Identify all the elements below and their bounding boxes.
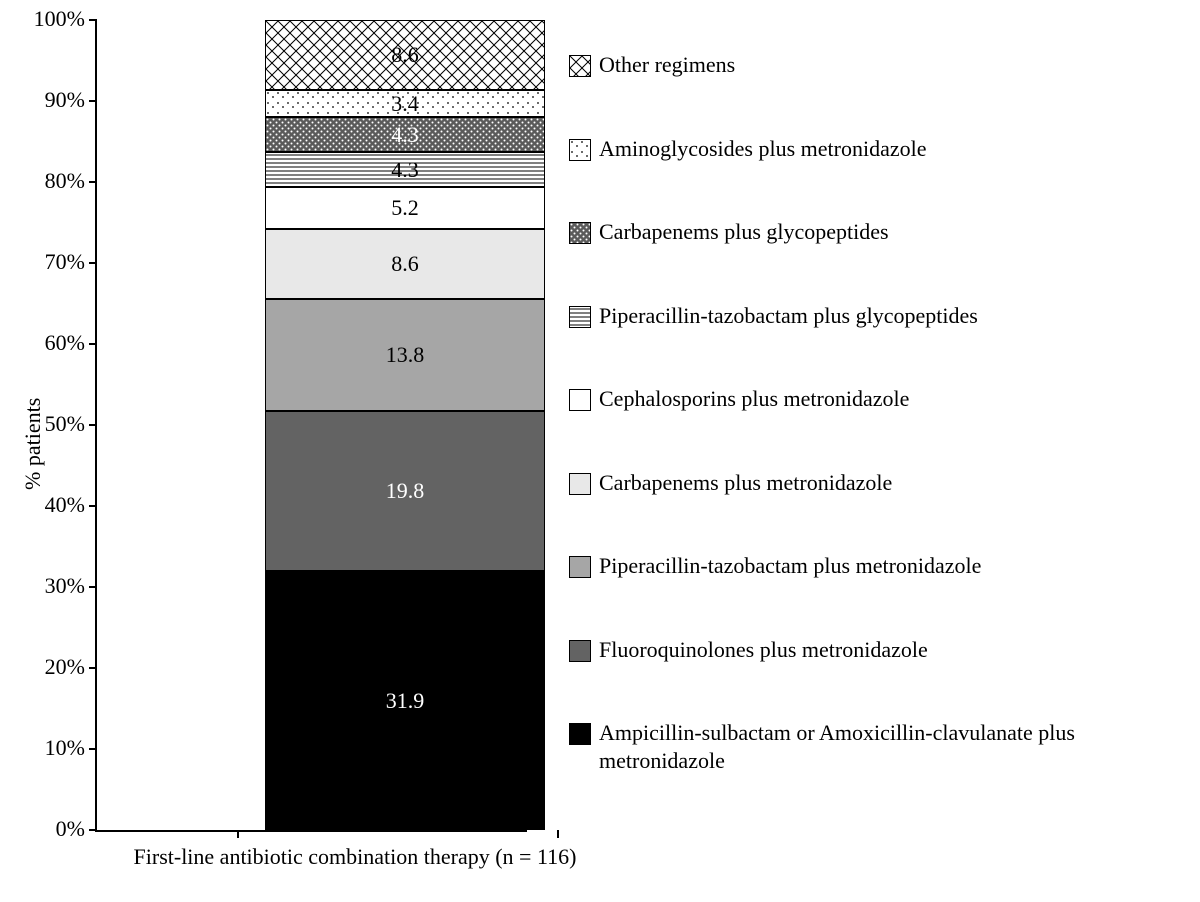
legend-swatch [569,640,591,662]
y-tick-label: 80% [45,168,85,194]
bar-segment-value: 8.6 [391,251,419,277]
legend-swatch [569,222,591,244]
bar-segment-value: 5.2 [391,195,419,221]
legend-label: Piperacillin-tazobactam plus glycopeptid… [599,302,978,330]
y-tick-label: 50% [45,411,85,437]
bar-segment-carbapenems_glyco: 4.3 [265,117,545,152]
bar-segment-amp_sulb_amox_clav_metro: 31.9 [265,571,545,830]
legend-item: Fluoroquinolones plus metronidazole [569,636,1119,664]
x-axis-category-label: First-line antibiotic combination therap… [95,844,615,870]
y-tick-label: 30% [45,573,85,599]
y-tick-mark [89,424,97,426]
y-tick-mark [89,343,97,345]
bar-segment-aminoglycosides_metro: 3.4 [265,90,545,118]
bar-segment-fluoroquinolones_metro: 19.8 [265,411,545,572]
y-tick-mark [89,829,97,831]
legend-item: Other regimens [569,51,1119,79]
y-tick-mark [89,667,97,669]
y-tick-mark [89,748,97,750]
bar-segment-value: 8.6 [391,42,419,68]
legend-swatch [569,473,591,495]
y-tick-label: 100% [34,6,85,32]
x-tick-mark [557,830,559,838]
legend-label: Piperacillin-tazobactam plus metronidazo… [599,552,981,580]
y-tick-label: 90% [45,87,85,113]
y-axis-title: % patients [20,398,46,490]
legend-label: Carbapenems plus metronidazole [599,469,892,497]
legend-label: Ampicillin-sulbactam or Amoxicillin-clav… [599,719,1119,774]
stacked-bar: 31.9 19.8 13.8 8.6 5.2 4.3 4.3 3.4 8.6 [265,20,545,830]
y-tick-mark [89,505,97,507]
bar-segment-carbapenems_metro: 8.6 [265,229,545,299]
legend-label: Fluoroquinolones plus metronidazole [599,636,928,664]
x-tick-mark [237,830,239,838]
y-tick-label: 40% [45,492,85,518]
y-tick-label: 20% [45,654,85,680]
legend-swatch [569,55,591,77]
y-tick-label: 60% [45,330,85,356]
legend-swatch [569,389,591,411]
bar-segment-value: 4.3 [391,157,419,183]
bar-segment-value: 3.4 [391,91,419,117]
legend-label: Cephalosporins plus metronidazole [599,385,909,413]
legend-swatch [569,306,591,328]
legend-swatch [569,139,591,161]
bar-segment-pip_tazo_glyco: 4.3 [265,152,545,187]
y-tick-label: 10% [45,735,85,761]
bar-segment-value: 31.9 [386,688,425,714]
legend-item: Carbapenems plus glycopeptides [569,218,1119,246]
bar-segment-value: 4.3 [391,122,419,148]
bar-segment-other_regimens: 8.6 [265,20,545,90]
legend-label: Other regimens [599,51,735,79]
legend-item: Ampicillin-sulbactam or Amoxicillin-clav… [569,719,1119,774]
chart-root: { "chart": { "type": "stacked-bar", "plo… [0,0,1200,902]
y-tick-mark [89,586,97,588]
legend-item: Piperacillin-tazobactam plus metronidazo… [569,552,1119,580]
legend-label: Carbapenems plus glycopeptides [599,218,889,246]
y-tick-mark [89,100,97,102]
legend-item: Cephalosporins plus metronidazole [569,385,1119,413]
legend-item: Piperacillin-tazobactam plus glycopeptid… [569,302,1119,330]
bar-segment-pip_tazo_metro: 13.8 [265,299,545,411]
legend-label: Aminoglycosides plus metronidazole [599,135,927,163]
bar-segment-cephalosporins_metro: 5.2 [265,187,545,229]
bar-segment-value: 19.8 [386,478,425,504]
y-tick-mark [89,19,97,21]
legend-item: Aminoglycosides plus metronidazole [569,135,1119,163]
legend-swatch [569,556,591,578]
legend-swatch [569,723,591,745]
y-tick-label: 0% [56,816,85,842]
legend-item: Carbapenems plus metronidazole [569,469,1119,497]
legend: Other regimens Aminoglycosides plus metro… [569,51,1119,774]
y-tick-mark [89,262,97,264]
bar-segment-value: 13.8 [386,342,425,368]
y-tick-mark [89,181,97,183]
y-tick-label: 70% [45,249,85,275]
